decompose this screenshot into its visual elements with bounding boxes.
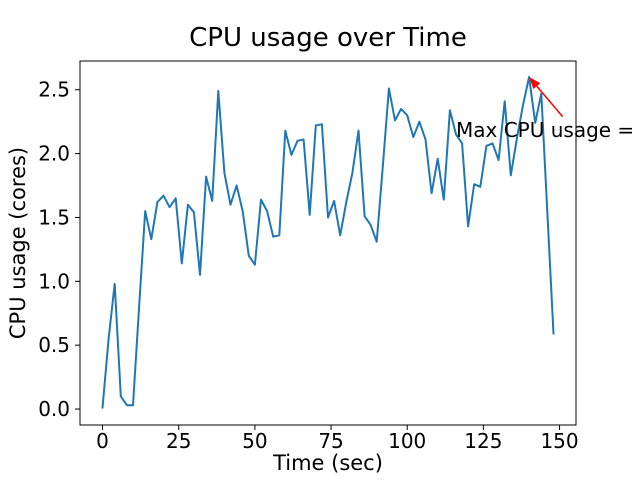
x-tick-label: 25 [166,429,191,453]
axes-border [79,60,577,426]
y-tick-label: 0.0 [38,397,70,421]
x-tick-label: 150 [540,429,578,453]
plot-background [80,61,576,425]
x-tick-label: 75 [318,429,343,453]
y-tick-label: 1.5 [38,205,70,229]
x-axis-label: Time (sec) [272,451,383,475]
y-tick-label: 2.5 [38,78,70,102]
y-tick-label: 0.5 [38,333,70,357]
cpu-usage-line [101,76,555,409]
x-tick-label: 50 [242,429,267,453]
annotation-text: Max CPU usage = [456,118,634,142]
annotation-arrow-line [533,82,564,118]
x-tick-label: 0 [96,429,109,453]
y-tick-label: 2.0 [38,142,70,166]
ticks-layer: 0 25 50 75 100 125 150 0.0 0.5 1.0 1.5 2.0 2.5 [38,78,578,453]
series-layer [101,76,555,409]
annotation-arrowhead [529,77,541,89]
y-axis-label: CPU usage (cores) [6,147,30,339]
chart-title: CPU usage over Time [189,23,467,53]
annotation-arrow-layer [529,77,564,118]
x-tick-label: 125 [464,429,502,453]
x-tick-label: 100 [388,429,426,453]
y-tick-label: 1.0 [38,269,70,293]
